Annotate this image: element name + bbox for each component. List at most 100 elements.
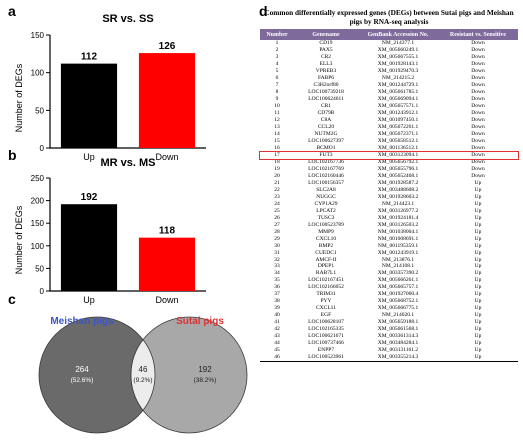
table-row: 43 LOC100621671 XM_003361314.3 Up	[260, 333, 518, 340]
cell-genbank: XM_005658512.1	[377, 138, 419, 145]
chart-b-title: MR vs. MS	[100, 157, 155, 169]
cell-direction: Up	[474, 312, 482, 319]
chart-a-title: SR vs. SS	[102, 13, 153, 25]
cell-number: 22	[274, 186, 280, 193]
cell-genename: ENPP7	[317, 347, 335, 354]
table-row: 11 CD79B XM_001243912.1 Down	[260, 110, 518, 117]
cell-direction: Down	[471, 89, 485, 96]
bar-down	[138, 53, 196, 148]
table-row: 12 C8A XM_001097450.1 Down	[260, 117, 518, 124]
cell-direction: Down	[471, 145, 485, 152]
cell-direction: Up	[474, 207, 482, 214]
cell-genbank: XM_005660249.1	[377, 47, 419, 54]
bar-data-label: 118	[159, 226, 176, 237]
cell-direction: Up	[474, 186, 482, 193]
cell-genbank: XM_001928587.2	[377, 179, 419, 186]
cell-genename: SLC2A8	[316, 186, 336, 193]
cell-direction: Up	[474, 200, 482, 207]
cell-genename: NUGGC	[316, 193, 336, 200]
cell-genbank: NM_214423.1	[381, 200, 415, 207]
table-row: 45 ENPP7 XM_003131161.2 Up	[260, 347, 518, 354]
cell-genbank: NM_214215.2	[381, 75, 415, 82]
cell-genbank: XM_003123094.1	[377, 151, 419, 158]
cell-genename: FUT3	[319, 151, 333, 158]
cell-genename: TUSC3	[317, 214, 335, 221]
table-row: 8 LOC100739218 XM_005661785.1 Down	[260, 89, 518, 96]
cell-genbank: XM_005666775.1	[377, 305, 419, 312]
cell-genename: CD79B	[317, 110, 335, 117]
cell-direction: Down	[471, 47, 485, 54]
table-row: 42 LOC102165335 XM_005661568.1 Up	[260, 326, 518, 333]
bar-chart-mr-vs-ms: MR vs. MS Number of DEGs 0 50 100 150 200 250…	[14, 157, 206, 305]
cell-genbank: XM_001928603.2	[377, 193, 419, 200]
cell-genbank: XM_001929470.3	[377, 68, 419, 75]
cell-genename: FABP6	[317, 75, 335, 82]
y-tick-label: 100	[31, 242, 45, 251]
cell-direction: Up	[474, 333, 482, 340]
cell-genbank: XM_003357390.2	[377, 270, 419, 277]
table-row: 38 PYY XM_005668752.1 Up	[260, 298, 518, 305]
cell-direction: Down	[471, 96, 485, 103]
cell-genename: LOC102167769	[308, 165, 344, 172]
table-row: 9 LOC100624611 XM_005669094.1 Down	[260, 96, 518, 103]
cell-number: 44	[274, 340, 280, 347]
cell-direction: Up	[474, 326, 482, 333]
cell-genbank: XM_001928143.1	[377, 61, 419, 68]
cell-direction: Up	[474, 354, 482, 361]
cell-genbank: NM_001038004.1	[377, 228, 419, 235]
cell-number: 28	[274, 228, 280, 235]
cell-number: 36	[274, 284, 280, 291]
cell-genename: CUEDC1	[315, 249, 337, 256]
cell-genbank: NM_213876.1	[381, 256, 415, 263]
cell-direction: Up	[474, 270, 482, 277]
cell-genename: NUTM2G	[314, 131, 338, 138]
cell-number: 23	[274, 193, 280, 200]
cell-genename: LOC100624611	[308, 96, 344, 103]
cell-genename: LOC100621671	[308, 333, 344, 340]
table-row: 46 LOC100523961 XM_003355214.3 Up	[260, 354, 518, 362]
panel-letter-b: b	[8, 147, 17, 163]
table-row: 6 FABP6 NM_214215.2 Down	[260, 75, 518, 82]
cell-genename: MMP9	[318, 228, 334, 235]
cell-genbank: XM_005669094.1	[377, 96, 419, 103]
table-row: 25 LPCAT2 XM_003126977.2 Up	[260, 207, 518, 214]
cell-direction: Up	[474, 277, 482, 284]
table-row: 4 ELL3 XM_001928143.1 Down	[260, 61, 518, 68]
cell-number: 16	[274, 145, 280, 152]
cell-direction: Down	[471, 165, 485, 172]
cell-number: 41	[274, 319, 280, 326]
table-row: 19 LOC102167769 XM_005655796.1 Down	[260, 165, 518, 172]
cell-direction: Up	[474, 347, 482, 354]
cell-number: 35	[274, 277, 280, 284]
cell-genbank: XM_003361314.3	[377, 333, 419, 340]
table-row: 22 SLC2A8 XM_003488608.2 Up	[260, 186, 518, 193]
cell-direction: Up	[474, 235, 482, 242]
y-tick-label: 200	[31, 197, 45, 206]
cell-number: 43	[274, 333, 280, 340]
y-tick-label: 250	[31, 174, 45, 183]
cell-genbank: XM_003131161.2	[377, 347, 419, 354]
cell-genename: LOC102167736	[308, 158, 344, 165]
cell-genename: LOC102167451	[308, 277, 344, 284]
cell-direction: Up	[474, 179, 482, 186]
cell-direction: Down	[471, 158, 485, 165]
cell-direction: Up	[474, 305, 482, 312]
cell-genename: CXCL11	[316, 305, 336, 312]
table-title-line1: Common differentially expressed genes (D…	[264, 8, 514, 17]
cell-genbank: XM_001136512.1	[377, 145, 419, 152]
cell-genbank: XM_005672371.1	[377, 131, 419, 138]
table-row: 1 CD19 NM_214377.1 Down	[260, 40, 518, 47]
cell-number: 20	[274, 172, 280, 179]
venn-percent-common: (9.2%)	[133, 377, 152, 384]
chart-b-ylabel: Number of DEGs	[14, 205, 24, 274]
cell-direction: Down	[471, 151, 485, 158]
cell-number: 26	[274, 214, 280, 221]
cell-number: 31	[274, 249, 280, 256]
cell-genbank: XM_005668752.1	[377, 298, 419, 305]
cell-genbank: NM_214377.1	[381, 40, 415, 47]
cell-genename: PAX5	[319, 47, 333, 54]
cell-direction: Down	[471, 131, 485, 138]
cell-genbank: NM_001195359.1	[377, 242, 419, 249]
cell-genbank: XM_005659188.1	[377, 319, 419, 326]
cell-direction: Down	[471, 40, 485, 47]
